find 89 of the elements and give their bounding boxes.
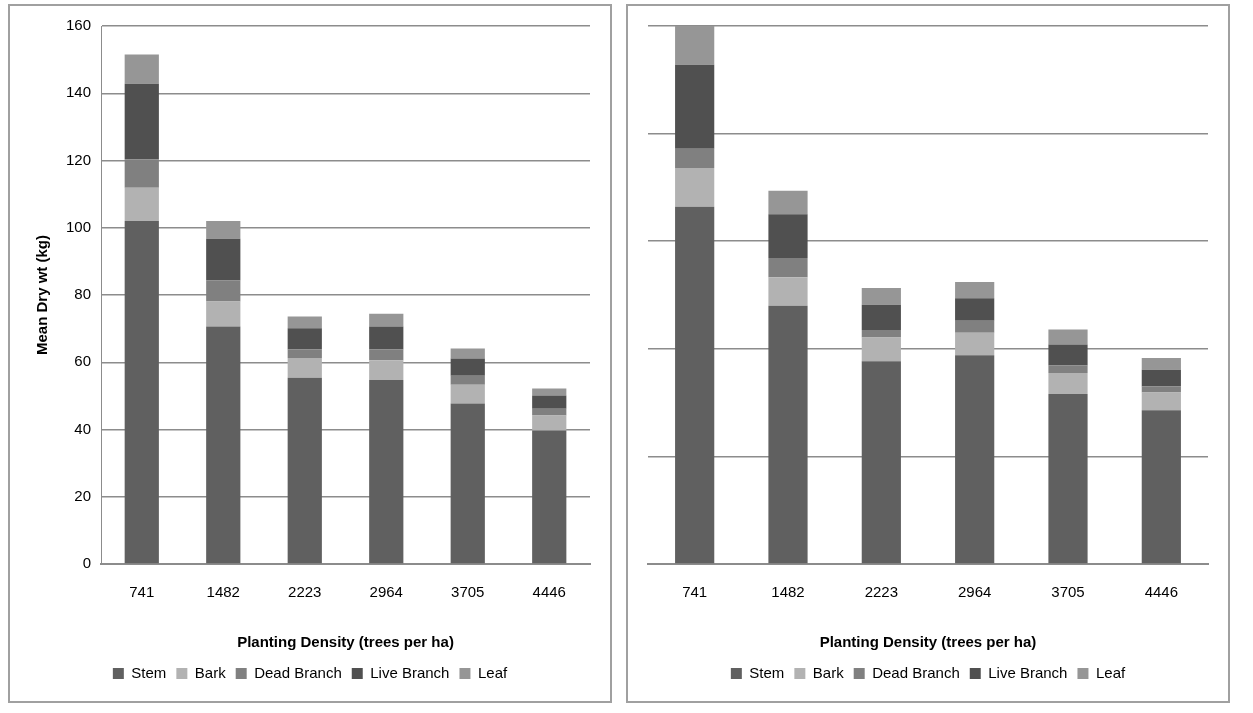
bar — [369, 326, 404, 350]
bar — [287, 328, 322, 350]
bar — [768, 190, 808, 215]
bar — [369, 349, 404, 361]
bar — [369, 360, 404, 381]
legend-label: Leaf — [1095, 663, 1126, 681]
bar — [1141, 392, 1181, 411]
x-tick-label: 2964 — [957, 583, 992, 601]
y-tick-label: 20 — [74, 486, 92, 504]
bar — [450, 375, 485, 385]
bar — [675, 64, 715, 149]
bar — [1048, 365, 1088, 374]
legend-label: Stem — [749, 663, 785, 681]
legend-label: Stem — [131, 663, 167, 681]
x-tick-label: 741 — [682, 583, 708, 601]
bar — [1048, 373, 1088, 394]
x-axis-title: Planting Density (trees per ha) — [819, 633, 1037, 651]
bar — [955, 355, 995, 564]
x-tick-label: 4446 — [1144, 583, 1179, 601]
y-tick-label: 80 — [74, 285, 92, 303]
bar — [532, 415, 567, 431]
x-tick-label: 1482 — [206, 583, 240, 601]
legend-label: Dead Branch — [872, 663, 960, 681]
y-tick-label: 140 — [66, 83, 92, 101]
bar — [206, 326, 241, 564]
bar — [861, 361, 901, 564]
legend-label: Dead Branch — [254, 663, 342, 681]
y-tick-label: 100 — [66, 217, 92, 235]
bar — [861, 337, 901, 362]
x-tick-label: 3705 — [451, 583, 485, 601]
bar — [450, 358, 485, 376]
legend-label: Live Branch — [988, 663, 1068, 681]
legend-label: Bark — [812, 663, 845, 681]
bar — [124, 54, 159, 84]
x-axis-title: Planting Density (trees per ha) — [237, 633, 454, 651]
x-tick-label: 4446 — [532, 583, 566, 601]
x-tick-label: 3705 — [1051, 583, 1085, 601]
legend-label: Leaf — [477, 663, 508, 681]
bar — [1048, 329, 1088, 345]
bar — [124, 83, 159, 160]
bar — [861, 304, 901, 330]
bar — [206, 301, 241, 327]
bar — [675, 148, 715, 169]
x-tick-label: 741 — [129, 583, 155, 601]
bar — [768, 257, 808, 278]
bar — [768, 277, 808, 306]
y-axis-title: Mean Dry wt (kg) — [33, 234, 51, 356]
bar — [1141, 357, 1181, 370]
bar — [124, 187, 159, 222]
bar — [369, 313, 404, 327]
y-tick-label: 60 — [74, 352, 92, 370]
bar — [675, 168, 715, 207]
bar — [1141, 369, 1181, 387]
bar — [955, 298, 995, 321]
bar — [287, 377, 322, 564]
bar — [532, 430, 567, 564]
legend-label: Live Branch — [370, 663, 450, 681]
bar — [1141, 386, 1181, 393]
x-tick-label: 2223 — [864, 583, 899, 601]
x-tick-label: 1482 — [771, 583, 805, 601]
bar — [1048, 393, 1088, 564]
bar — [287, 357, 322, 378]
bar — [955, 282, 995, 299]
bar — [206, 238, 241, 281]
bar — [768, 305, 808, 564]
bar — [532, 395, 567, 409]
bar — [532, 388, 567, 396]
bar — [955, 320, 995, 333]
bar — [1048, 344, 1088, 366]
bar — [675, 206, 715, 564]
y-tick-label: 120 — [66, 150, 92, 168]
x-tick-label: 2223 — [288, 583, 322, 601]
bar — [450, 384, 485, 404]
legend-label: Bark — [194, 663, 227, 681]
bar — [369, 380, 404, 564]
y-tick-label: 160 — [66, 16, 92, 34]
bar — [450, 348, 485, 359]
bar — [768, 214, 808, 258]
bar — [287, 316, 322, 329]
y-tick-label: 0 — [82, 554, 92, 572]
bar — [450, 403, 485, 564]
bar — [861, 329, 901, 338]
bar — [861, 288, 901, 305]
y-tick-label: 40 — [74, 419, 92, 437]
x-tick-label: 2964 — [369, 583, 403, 601]
bar — [287, 349, 322, 358]
bar — [1141, 410, 1181, 564]
bar — [124, 221, 159, 564]
bar — [955, 332, 995, 356]
